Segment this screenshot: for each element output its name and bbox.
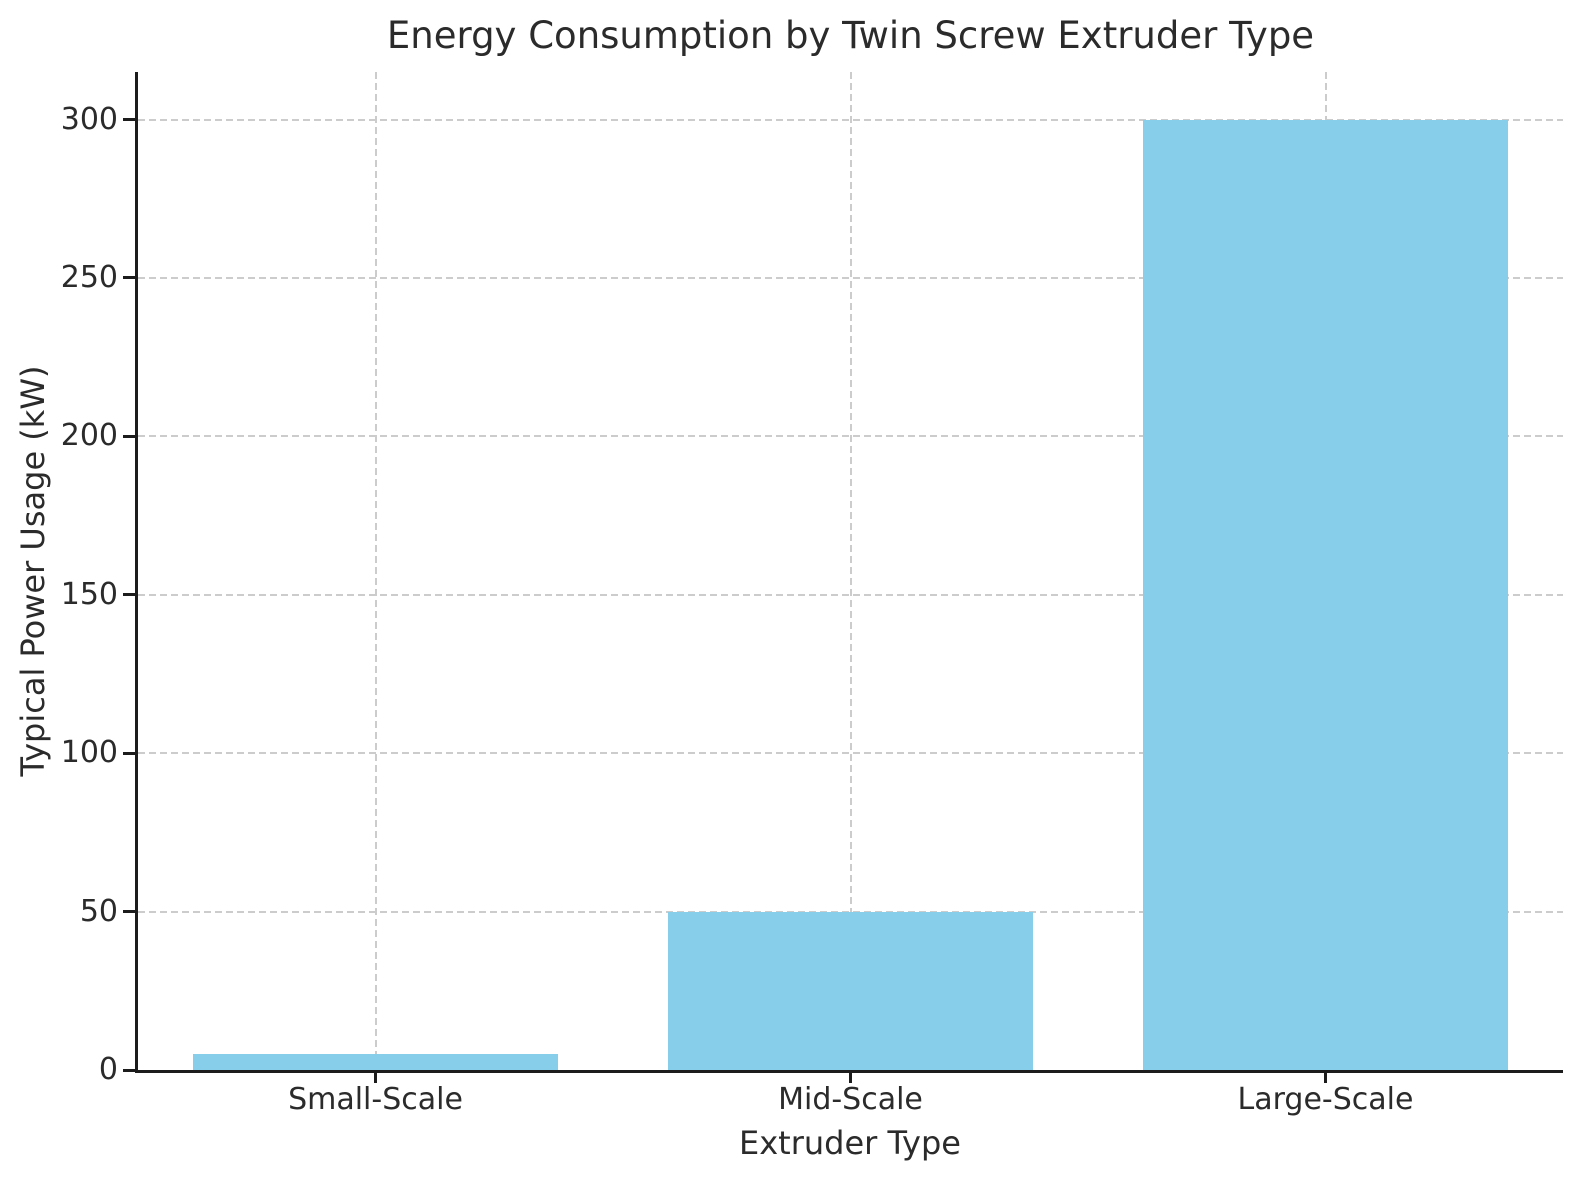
y-tick-label: 300 <box>60 101 118 137</box>
y-tick-label: 0 <box>98 1051 118 1087</box>
y-tick-label: 100 <box>60 734 118 770</box>
bar <box>667 911 1034 1070</box>
x-tick-label: Large-Scale <box>1237 1082 1414 1117</box>
x-gridline <box>849 72 852 1070</box>
y-tick-mark <box>123 751 135 755</box>
y-axis-line <box>135 72 138 1073</box>
y-tick-mark <box>123 910 135 914</box>
x-tick-mark <box>374 1073 377 1083</box>
y-tick-label: 50 <box>79 893 118 929</box>
plot-area: 0 50 100 150 200 250 300 Small-Scale Mid-Scale L… <box>61 72 1563 1117</box>
y-tick-mark <box>123 276 135 280</box>
y-axis-title: Typical Power Usage (kW) <box>14 365 52 777</box>
x-axis-line <box>135 1070 1563 1073</box>
bar <box>192 1054 559 1070</box>
x-axis-title: Extruder Type <box>739 1124 961 1162</box>
y-tick-label: 150 <box>60 576 118 612</box>
y-tick-mark <box>123 1068 135 1072</box>
y-tick-mark <box>123 118 135 122</box>
y-tick-label: 200 <box>60 418 118 454</box>
x-tick-label: Mid-Scale <box>778 1082 923 1117</box>
y-tick-mark <box>123 593 135 597</box>
x-gridline <box>374 72 377 1070</box>
bar <box>1142 119 1509 1070</box>
x-tick-mark <box>1324 1073 1327 1083</box>
x-tick-label: Small-Scale <box>288 1082 463 1117</box>
y-tick-label: 250 <box>60 259 118 295</box>
y-tick-mark <box>123 434 135 438</box>
chart-title: Energy Consumption by Twin Screw Extrude… <box>386 14 1315 57</box>
x-tick-mark <box>849 1073 852 1083</box>
